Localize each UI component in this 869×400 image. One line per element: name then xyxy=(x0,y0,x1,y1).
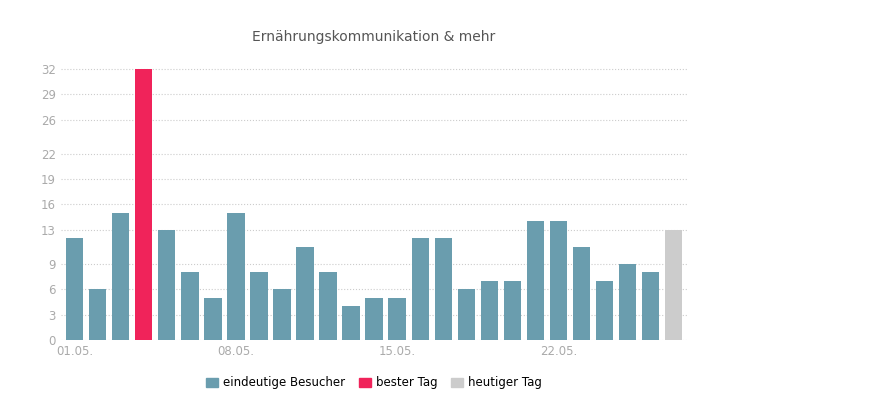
Bar xyxy=(411,238,428,340)
Bar xyxy=(572,247,589,340)
Bar xyxy=(618,264,635,340)
Bar xyxy=(273,289,290,340)
Bar xyxy=(342,306,359,340)
Bar xyxy=(319,272,336,340)
Bar xyxy=(480,281,497,340)
Bar xyxy=(250,272,268,340)
Bar xyxy=(457,289,474,340)
Bar xyxy=(89,289,106,340)
Bar xyxy=(434,238,451,340)
Bar xyxy=(135,69,152,340)
Bar xyxy=(388,298,405,340)
Bar xyxy=(595,281,613,340)
Legend: eindeutige Besucher, bester Tag, heutiger Tag: eindeutige Besucher, bester Tag, heutige… xyxy=(202,372,546,394)
Bar xyxy=(181,272,198,340)
Title: Ernährungskommunikation & mehr: Ernährungskommunikation & mehr xyxy=(252,30,495,44)
Bar xyxy=(296,247,314,340)
Bar xyxy=(66,238,83,340)
Bar xyxy=(549,222,567,340)
Bar xyxy=(664,230,681,340)
Bar xyxy=(204,298,222,340)
Bar xyxy=(641,272,659,340)
Bar xyxy=(112,213,129,340)
Bar xyxy=(365,298,382,340)
Bar xyxy=(227,213,244,340)
Bar xyxy=(158,230,176,340)
Bar xyxy=(526,222,543,340)
Bar xyxy=(503,281,521,340)
